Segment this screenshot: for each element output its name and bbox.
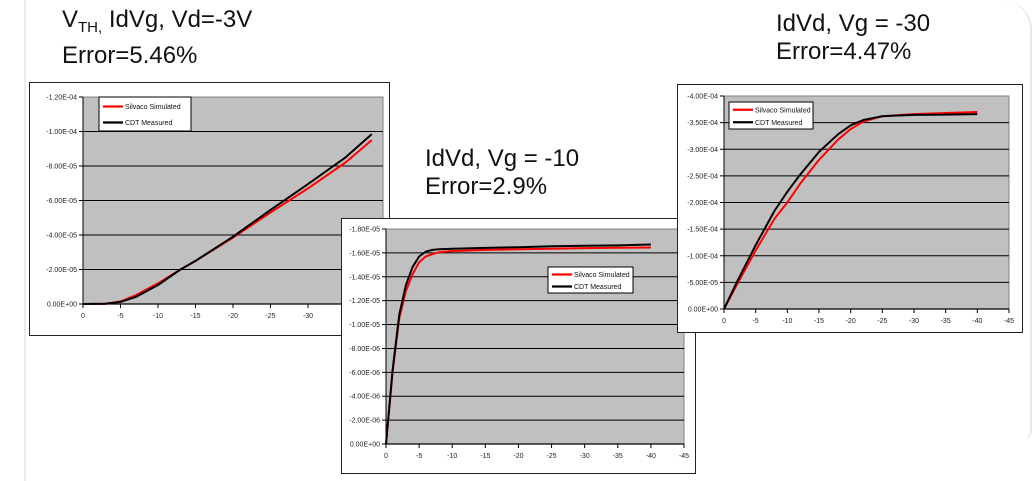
caption-idvd-30-title: IdVd, Vg = -30 xyxy=(776,10,931,37)
caption-idvd-10-title: IdVd, Vg = -10 xyxy=(425,145,580,172)
slide-right-edge xyxy=(1000,0,1032,440)
legend-measured-label: CDT Measured xyxy=(125,120,172,127)
x-tick-label: -10 xyxy=(153,313,163,320)
caption-idvd-30-error: Error=4.47% xyxy=(776,38,912,65)
x-tick-label: -5 xyxy=(117,313,123,320)
legend-simulated-label: Silvaco Simulated xyxy=(574,272,630,279)
series-measured-line xyxy=(723,113,978,310)
caption-idvg: VTH, IdVg, Vd=-3V Error=5.46% xyxy=(62,6,252,70)
x-tick-label: -20 xyxy=(513,453,523,460)
caption-idvd-30: IdVd, Vg = -30 Error=4.47% xyxy=(776,10,930,66)
chart-legend: Silvaco Simulated CDT Measured xyxy=(728,101,814,130)
caption-idvg-v: V xyxy=(62,6,79,33)
y-tick-label: -4.00E-05 xyxy=(46,233,77,240)
legend-measured-label: CDT Measured xyxy=(574,284,621,291)
y-tick-label: -6.00E-05 xyxy=(46,198,77,205)
x-tick-label: -45 xyxy=(1004,318,1014,325)
y-tick-label: -1.50E-04 xyxy=(687,227,718,234)
y-tick-label: -3.00E-04 xyxy=(687,147,718,154)
x-tick-label: -40 xyxy=(972,318,982,325)
x-tick-label: -30 xyxy=(909,318,919,325)
legend-simulated-label: Silvaco Simulated xyxy=(125,104,181,111)
chart-idvd-vg10: 0.00E+00 -2.00E-06 -4.00E-06 -6.00E-06 -8.00… xyxy=(341,218,696,474)
y-tick-label: -4.00E-04 xyxy=(687,94,718,101)
legend-simulated-label: Silvaco Simulated xyxy=(755,107,811,114)
x-tick-label: -25 xyxy=(877,318,887,325)
x-tick-label: -20 xyxy=(846,318,856,325)
caption-idvg-line1: VTH, IdVg, Vd=-3V xyxy=(62,6,252,42)
y-tick-label: -3.50E-04 xyxy=(687,120,718,127)
y-tick-label: -1.60E-05 xyxy=(349,250,380,257)
y-tick-label: -8.00E-06 xyxy=(349,346,380,353)
x-tick-label: -5 xyxy=(416,453,422,460)
y-tick-label: -6.00E-06 xyxy=(349,370,380,377)
chart-svg: 0.00E+00 -2.00E-05 -4.00E-05 -6.00E-05 -8.00… xyxy=(46,95,384,320)
chart-idvg: 0.00E+00 -2.00E-05 -4.00E-05 -6.00E-05 -8.00… xyxy=(29,82,390,336)
legend-measured-label: CDT Measured xyxy=(755,120,802,127)
y-tick-label: 0.00E+00 xyxy=(350,442,380,449)
y-tick-label: 0.00E+00 xyxy=(688,307,718,314)
y-tick-label: -1.80E-05 xyxy=(349,227,380,234)
y-tick-label: -1.00E-05 xyxy=(349,322,380,329)
series-measured-line xyxy=(385,243,651,445)
chart-svg: 0.00E+00 -2.00E-06 -4.00E-06 -6.00E-06 -8.00… xyxy=(349,227,689,461)
y-tick-label: -2.00E-06 xyxy=(349,418,380,425)
x-tick-label: -25 xyxy=(546,453,556,460)
y-tick-label: 0.00E+00 xyxy=(47,302,77,309)
x-tick-label: 0 xyxy=(81,313,85,320)
y-tick-label: -4.00E-06 xyxy=(349,394,380,401)
y-tick-label: -2.00E-05 xyxy=(46,267,77,274)
x-tick-label: -35 xyxy=(941,318,951,325)
y-tick-label: -8.00E-05 xyxy=(46,164,77,171)
x-tick-label: -45 xyxy=(679,453,689,460)
series-measured-line xyxy=(82,133,373,305)
y-tick-label: -2.00E-04 xyxy=(687,200,718,207)
x-tick-label: -30 xyxy=(580,453,590,460)
x-tick-label: -15 xyxy=(814,318,824,325)
x-tick-label: 0 xyxy=(722,318,726,325)
chart-legend: Silvaco Simulated CDT Measured xyxy=(98,96,192,132)
x-tick-label: -35 xyxy=(613,453,623,460)
chart-svg: 0.00E+00 -5.00E-05 -1.00E-04 -1.50E-04 -2.00… xyxy=(687,94,1014,326)
x-tick-label: 0 xyxy=(384,453,388,460)
y-tick-label: -1.40E-05 xyxy=(349,274,380,281)
y-tick-label: -1.20E-05 xyxy=(349,298,380,305)
x-tick-label: -40 xyxy=(646,453,656,460)
series-simulated-line xyxy=(385,246,651,445)
x-tick-label: -10 xyxy=(782,318,792,325)
caption-idvd-10-error: Error=2.9% xyxy=(425,173,548,200)
x-tick-label: -15 xyxy=(480,453,490,460)
caption-idvg-sub: TH, xyxy=(78,19,103,36)
y-tick-label: -1.20E-04 xyxy=(46,95,77,102)
y-tick-label: -1.00E-04 xyxy=(687,253,718,260)
caption-idvd-10: IdVd, Vg = -10 Error=2.9% xyxy=(425,145,579,201)
y-tick-label: -5.00E-05 xyxy=(687,280,718,287)
x-tick-label: -25 xyxy=(265,313,275,320)
chart-legend: Silvaco Simulated CDT Measured xyxy=(547,266,634,294)
slide-left-edge xyxy=(24,0,26,481)
x-tick-label: -15 xyxy=(190,313,200,320)
plot-area xyxy=(385,228,685,445)
x-tick-label: -10 xyxy=(447,453,457,460)
x-tick-label: -20 xyxy=(228,313,238,320)
y-tick-label: -2.50E-04 xyxy=(687,173,718,180)
y-tick-label: -1.00E-04 xyxy=(46,129,77,136)
chart-idvd-vg30: 0.00E+00 -5.00E-05 -1.00E-04 -1.50E-04 -2.00… xyxy=(677,84,1023,333)
caption-idvg-rest: IdVg, Vd=-3V xyxy=(102,6,253,33)
caption-idvg-error: Error=5.46% xyxy=(62,42,198,69)
x-tick-label: -5 xyxy=(753,318,759,325)
x-tick-label: -30 xyxy=(303,313,313,320)
